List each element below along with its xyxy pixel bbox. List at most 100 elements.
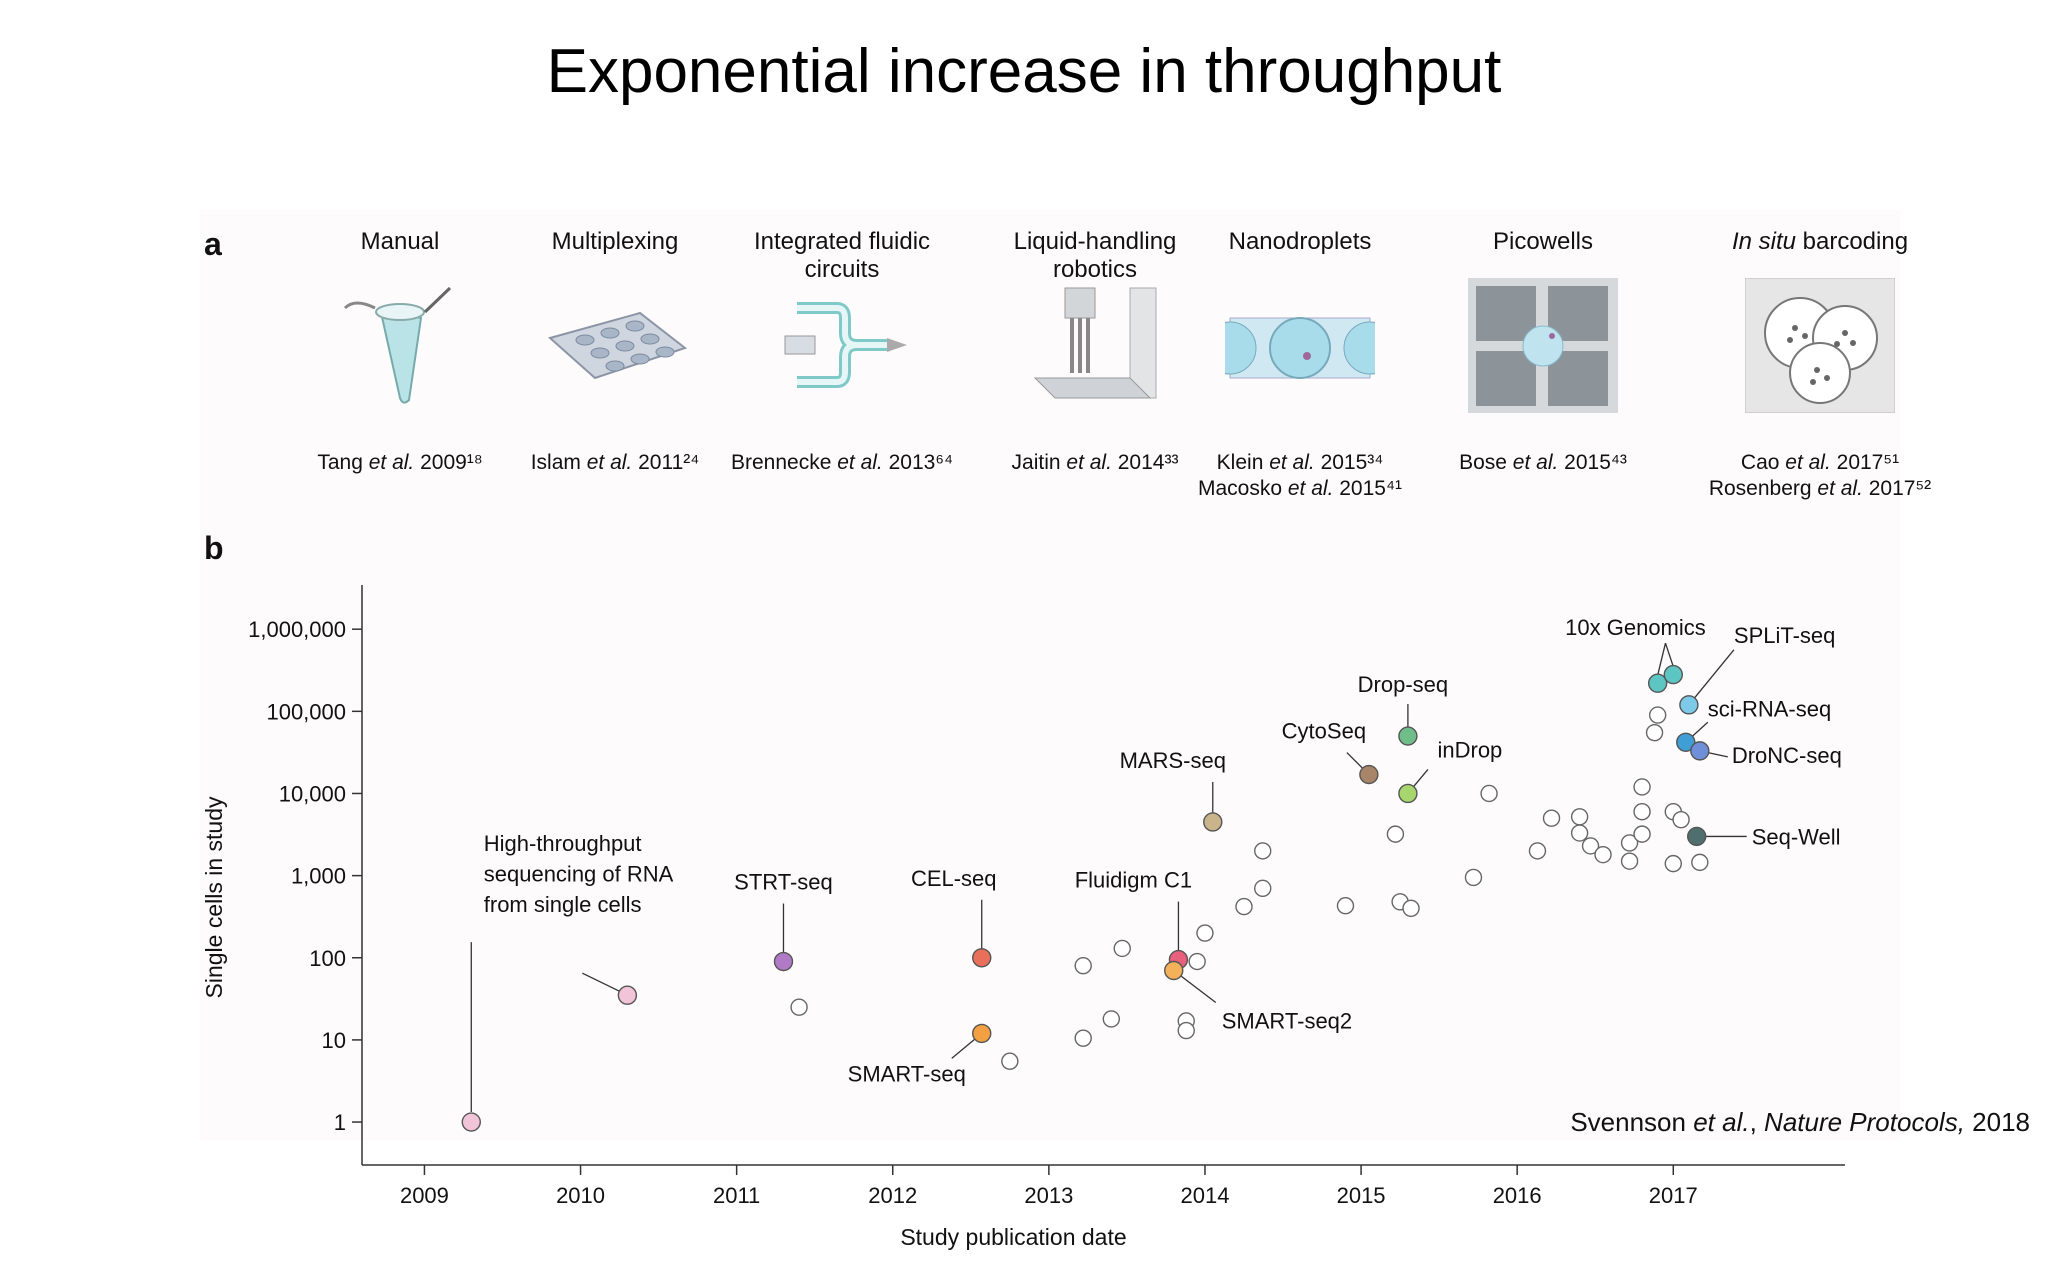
data-point (1001, 1052, 1019, 1070)
method-ref: Rosenberg et al. 2017⁵² (1708, 477, 1932, 500)
method-refs: Bose et al. 2015⁴³ (1408, 450, 1678, 476)
point-label: SPLiT-seq (1734, 623, 1836, 648)
labeled-data-point (1686, 826, 1707, 847)
data-point (1633, 825, 1651, 843)
point-label: Fluidigm C1 (1075, 868, 1192, 893)
x-tick-label: 2013 (1024, 1183, 1073, 1208)
point-label: 10x Genomics (1565, 615, 1706, 640)
method-name: Integrated fluidic circuits (753, 228, 931, 283)
method-5: Picowells Bose et al. 2015⁴³ (1428, 228, 1658, 474)
labeled-data-point (1663, 664, 1683, 685)
labeled-data-point (1398, 783, 1418, 804)
labeled-data-point (1647, 673, 1668, 693)
data-point (1113, 939, 1131, 958)
data-point (1672, 810, 1690, 829)
y-tick-label: 1,000,000 (248, 617, 346, 642)
method-4: Nanodroplets Klein et al. 2015³⁴ Macosko e… (1185, 228, 1415, 500)
point-label: Drop-seq (1358, 672, 1448, 697)
data-point (1386, 825, 1405, 843)
data-point (1620, 834, 1639, 852)
data-point (1633, 803, 1651, 821)
data-point (1464, 868, 1483, 887)
leader-line (1657, 643, 1667, 676)
data-point (1254, 879, 1272, 898)
citation-etal: et al. (1693, 1107, 1750, 1137)
panel-a-letter: a (204, 226, 222, 262)
labeled-data-point (1679, 695, 1699, 715)
point-label: STRT-seq (734, 870, 833, 895)
data-point (1196, 924, 1214, 942)
labeled-data-point (1203, 812, 1223, 832)
citation-authors: Svennson (1570, 1107, 1686, 1137)
citation: Svennson et al., Nature Protocols, 2018 (1570, 1107, 2030, 1137)
annotation-text: High-throughput (484, 831, 642, 856)
point-label: inDrop (1437, 737, 1502, 762)
method-name: In situ barcoding (1731, 228, 1909, 255)
point-label: SMART-seq (848, 1061, 966, 1086)
method-refs: Islam et al. 2011²⁴ (480, 450, 750, 476)
y-tick-label: 1,000 (291, 864, 346, 889)
method-ref: Brennecke et al. 2013⁶⁴ (731, 451, 953, 474)
scatter-chart: 2009 2010 2011 2012 2013 2014 2015 2016 2017 1 10 1… (201, 585, 1845, 1250)
method-name: Manual (360, 228, 440, 255)
labeled-data-point (461, 1112, 481, 1132)
data-point (1254, 842, 1272, 860)
data-point (1528, 842, 1547, 860)
x-tick-label: 2015 (1337, 1183, 1386, 1208)
data-point (1570, 808, 1589, 826)
x-axis-label: Study publication date (900, 1224, 1126, 1250)
labeled-data-point (1676, 732, 1696, 752)
labeled-data-point (773, 951, 794, 972)
annotation-text: from single cells (484, 892, 642, 917)
method-name: Nanodroplets (1228, 228, 1372, 255)
robot-icon (1020, 278, 1170, 413)
point-label: CEL-seq (911, 866, 997, 891)
method-ref: Jaitin et al. 2014³³ (1011, 451, 1179, 474)
method-refs: Brennecke et al. 2013⁶⁴ (707, 450, 977, 476)
y-tick-label: 100 (309, 946, 346, 971)
x-tick-label: 2017 (1649, 1183, 1698, 1208)
point-label: CytoSeq (1282, 719, 1366, 744)
y-tick-label: 1 (334, 1110, 346, 1135)
data-point (1177, 1021, 1195, 1040)
y-tick-label: 10 (322, 1028, 346, 1053)
x-tick-label: 2010 (556, 1183, 605, 1208)
point-label: SMART-seq2 (1222, 1008, 1352, 1033)
data-point (1664, 854, 1682, 873)
barcoding-icon (1744, 277, 1896, 414)
point-label: Seq-Well (1752, 824, 1841, 849)
x-tick-label: 2016 (1493, 1183, 1542, 1208)
data-point (1235, 897, 1253, 916)
plate-icon (540, 278, 690, 413)
figure: a Manual Tang et al. 2009¹⁸ Multiplexing Is… (200, 210, 1931, 1250)
data-point (1594, 845, 1612, 864)
citation-journal: Nature Protocols, (1764, 1107, 1965, 1137)
panel-b-letter: b (204, 530, 224, 566)
method-name: Liquid-handling robotics (1013, 228, 1177, 283)
labeled-data-point (972, 948, 992, 968)
method-6: In situ barcoding Cao et al. 2017⁵¹ Rosenb… (1705, 228, 1935, 500)
data-point (1074, 1029, 1092, 1047)
method-ref: Bose et al. 2015⁴³ (1459, 451, 1627, 474)
method-ref: Cao et al. 2017⁵¹ (1740, 451, 1900, 474)
x-tick-label: 2014 (1180, 1183, 1229, 1208)
data-point (1336, 897, 1355, 915)
leader-line (1688, 649, 1735, 706)
y-tick-label: 100,000 (266, 699, 346, 724)
method-name: Multiplexing (551, 228, 679, 255)
slide-title: Exponential increase in throughput (546, 37, 1502, 106)
data-point (1402, 899, 1420, 918)
data-point (1102, 1010, 1121, 1028)
x-tick-label: 2009 (400, 1183, 449, 1208)
method-ref: Islam et al. 2011²⁴ (530, 451, 700, 474)
x-tick-label: 2011 (713, 1183, 760, 1208)
tube-icon (325, 278, 475, 413)
leader-line (582, 972, 620, 992)
point-label: MARS-seq (1120, 748, 1226, 773)
citation-year: 2018 (1972, 1107, 2030, 1137)
data-point (1570, 824, 1589, 842)
method-ref: Tang et al. 2009¹⁸ (317, 451, 483, 474)
droplet-icon (1203, 278, 1397, 413)
leader-line (1664, 643, 1674, 667)
data-point (1581, 837, 1600, 855)
